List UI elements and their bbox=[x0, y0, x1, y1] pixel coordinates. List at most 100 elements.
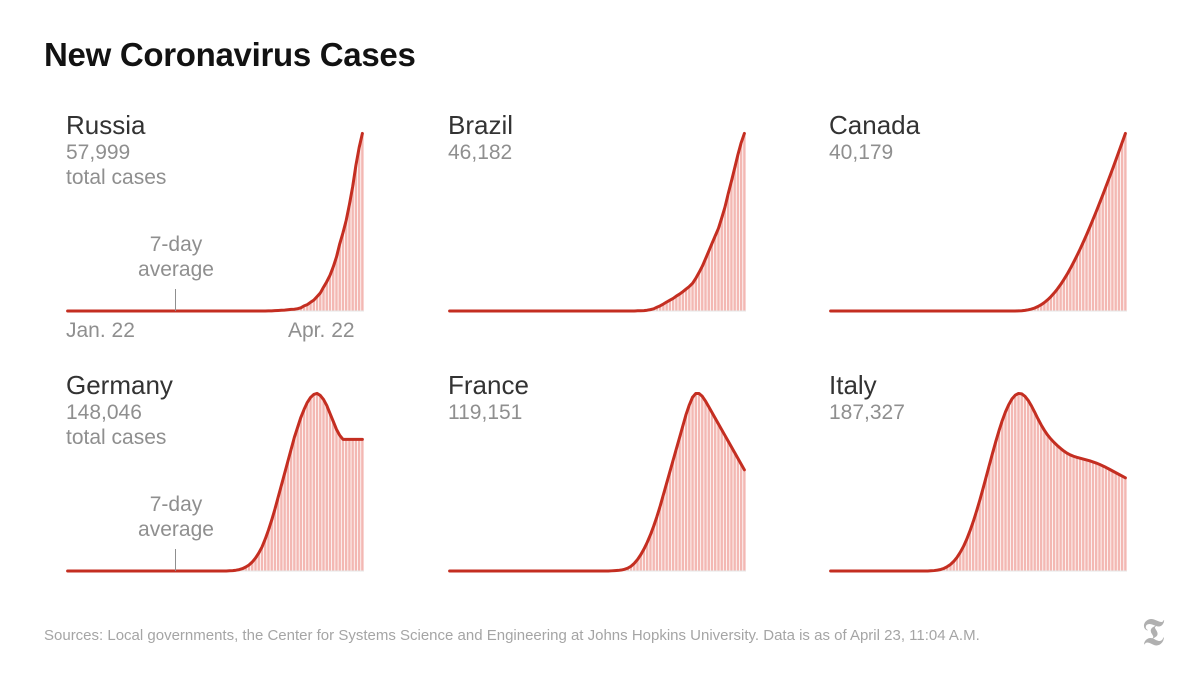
seven-day-label-top: 7-day bbox=[149, 493, 203, 516]
daily-case-bar bbox=[299, 307, 303, 311]
total-cases-value: 40,179 bbox=[829, 141, 894, 164]
daily-case-bar bbox=[697, 272, 701, 311]
daily-case-bar bbox=[984, 477, 988, 571]
seven-day-average-line bbox=[829, 131, 1127, 313]
daily-case-bar bbox=[341, 232, 345, 311]
daily-case-bar bbox=[636, 559, 639, 571]
daily-case-bar bbox=[351, 439, 354, 571]
daily-case-bar bbox=[1049, 296, 1053, 311]
seven-day-average-line bbox=[66, 391, 364, 573]
axis-start-date: Jan. 22 bbox=[66, 319, 135, 342]
daily-case-bar bbox=[1107, 178, 1111, 311]
total-cases-label: total cases bbox=[66, 426, 167, 449]
daily-case-bar bbox=[1111, 470, 1114, 571]
footer-sources: Sources: Local governments, the Center f… bbox=[44, 627, 980, 644]
daily-case-bar bbox=[1014, 395, 1017, 571]
daily-case-bar bbox=[1004, 411, 1007, 571]
daily-case-bar bbox=[348, 439, 351, 571]
daily-case-bar bbox=[1082, 459, 1085, 571]
daily-case-bar bbox=[293, 437, 296, 571]
daily-case-bar bbox=[338, 435, 341, 571]
russia-chart bbox=[66, 131, 364, 313]
daily-case-bar bbox=[263, 539, 267, 571]
daily-case-bar bbox=[1036, 418, 1040, 571]
seven-day-label-bottom: average bbox=[138, 518, 214, 541]
daily-case-bar bbox=[629, 566, 633, 571]
daily-case-bar bbox=[1043, 302, 1046, 311]
daily-case-bar bbox=[710, 412, 714, 571]
daily-case-bar bbox=[1059, 284, 1062, 311]
daily-case-bar bbox=[1056, 289, 1059, 311]
daily-case-bar bbox=[1062, 279, 1066, 311]
daily-case-bar bbox=[1098, 203, 1101, 311]
daily-case-bar bbox=[1114, 472, 1117, 571]
daily-case-bar bbox=[1091, 461, 1095, 571]
daily-case-bar bbox=[671, 298, 675, 311]
daily-case-bar bbox=[975, 511, 978, 571]
seven-day-average-label: 7-day average bbox=[126, 232, 226, 282]
daily-case-bar bbox=[1120, 476, 1124, 571]
daily-case-bar bbox=[717, 423, 720, 571]
daily-case-bar bbox=[652, 526, 655, 571]
daily-case-bar bbox=[341, 439, 345, 571]
daily-case-bar bbox=[1082, 242, 1085, 311]
daily-case-bar bbox=[1072, 456, 1075, 571]
country-name: France bbox=[448, 370, 529, 400]
daily-case-bar bbox=[668, 300, 672, 311]
daily-case-bar bbox=[723, 207, 727, 311]
daily-case-bar bbox=[971, 521, 975, 571]
daily-case-bar bbox=[1101, 195, 1104, 311]
daily-case-bar bbox=[662, 494, 665, 571]
daily-case-bar bbox=[981, 489, 985, 571]
daily-case-bar bbox=[1049, 439, 1053, 571]
daily-case-bar bbox=[302, 305, 306, 311]
daily-case-bar bbox=[357, 439, 361, 571]
daily-case-bar bbox=[952, 561, 955, 571]
daily-case-bar bbox=[1010, 398, 1014, 571]
seven-day-average-line bbox=[66, 131, 364, 313]
daily-case-bar bbox=[994, 441, 998, 571]
daily-case-bar bbox=[665, 302, 668, 311]
daily-case-bar bbox=[322, 287, 325, 311]
daily-case-bar bbox=[1069, 268, 1072, 311]
daily-case-bar bbox=[1046, 435, 1049, 571]
italy-chart bbox=[829, 391, 1127, 573]
daily-case-bar bbox=[736, 458, 740, 571]
daily-case-bar bbox=[328, 413, 332, 571]
daily-case-bar bbox=[260, 547, 264, 571]
daily-case-bar bbox=[354, 165, 358, 311]
seven-day-average-line bbox=[448, 391, 746, 573]
daily-case-bar bbox=[681, 425, 685, 571]
daily-case-bar bbox=[675, 448, 678, 571]
daily-case-bar bbox=[276, 497, 280, 571]
daily-case-bar bbox=[962, 546, 965, 571]
daily-case-bar bbox=[306, 304, 309, 311]
panel-canada: Canada 40,179 bbox=[829, 110, 1129, 350]
daily-case-bar bbox=[978, 500, 981, 571]
daily-case-bar bbox=[991, 452, 994, 571]
daily-case-bar bbox=[949, 564, 952, 571]
daily-case-bar bbox=[1117, 151, 1121, 311]
daily-case-bar bbox=[1104, 186, 1108, 311]
country-name: Italy bbox=[829, 370, 877, 400]
seven-day-average-tick bbox=[175, 289, 176, 311]
daily-case-bar bbox=[1026, 400, 1030, 571]
brazil-chart bbox=[448, 131, 746, 313]
daily-case-bar bbox=[1114, 160, 1117, 311]
daily-case-bar bbox=[1052, 293, 1056, 311]
daily-case-bar bbox=[361, 133, 364, 311]
daily-case-bar bbox=[691, 283, 694, 311]
total-cases-value: 119,151 bbox=[448, 401, 523, 424]
daily-case-bar bbox=[1117, 474, 1121, 571]
country-name: Brazil bbox=[448, 110, 514, 140]
panel-brazil: Brazil 46,182 bbox=[448, 110, 748, 350]
daily-case-bar bbox=[351, 186, 354, 311]
nyt-logo-icon: 𝕿 bbox=[1141, 610, 1165, 654]
panel-russia: Russia 57,999 total cases 7-day average … bbox=[66, 110, 366, 350]
daily-case-bar bbox=[694, 278, 698, 311]
axis-end-date: Apr. 22 bbox=[288, 319, 355, 342]
daily-case-bar bbox=[710, 243, 714, 311]
daily-case-bar bbox=[665, 483, 668, 571]
daily-case-bar bbox=[325, 405, 328, 571]
daily-case-bar bbox=[675, 296, 678, 311]
